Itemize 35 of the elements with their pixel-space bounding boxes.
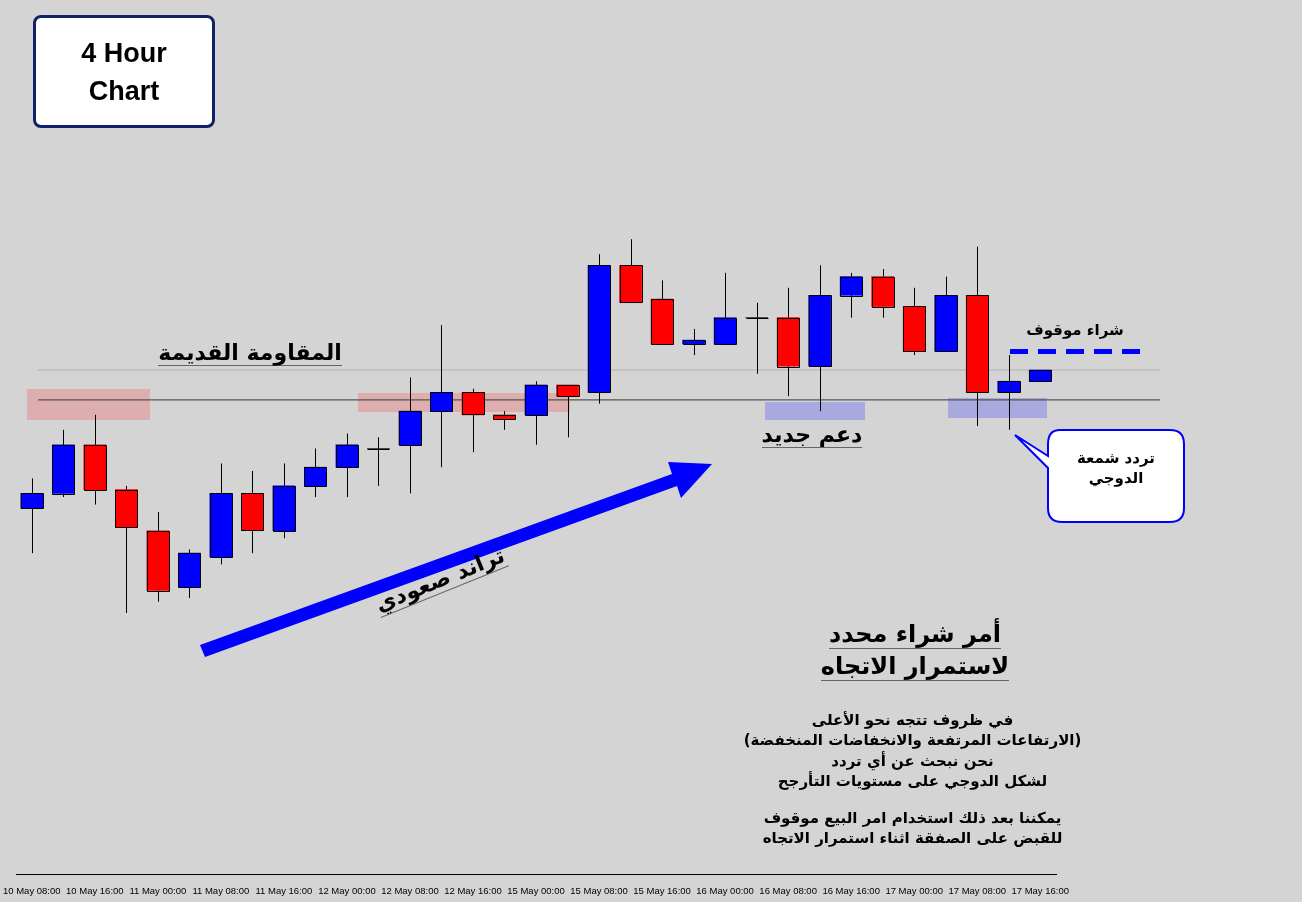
candlestick [745, 302, 769, 375]
x-tick-label: 11 May 00:00 [129, 884, 187, 896]
x-tick-label: 15 May 08:00 [570, 884, 628, 896]
annotation: شراء موقوف [1026, 321, 1124, 339]
candlestick [430, 324, 453, 468]
x-tick-label: 16 May 00:00 [696, 884, 754, 896]
chart-title: 4 Hour Chart [33, 15, 215, 128]
x-tick-label: 17 May 00:00 [885, 884, 943, 896]
text: أمر شراء محدد لاستمرار الاتجاه [820, 620, 1010, 682]
annotation: دعم جديد [761, 422, 863, 448]
candlestick [304, 448, 327, 498]
x-tick-label: 15 May 16:00 [633, 884, 691, 896]
x-tick-label: 17 May 08:00 [948, 884, 1006, 896]
candlestick [839, 272, 863, 319]
x-tick-label: 12 May 16:00 [444, 884, 502, 896]
x-tick-label: 16 May 16:00 [822, 884, 880, 896]
x-tick-label: 11 May 16:00 [255, 884, 313, 896]
candlestick [367, 436, 390, 487]
candlestick [20, 477, 44, 554]
x-tick-label: 12 May 00:00 [318, 884, 376, 896]
text: في ظروف تتجه نحو الأعلى (الارتفاعات المرتفعة والانخفاضات المنخفضة) نحن نبحث عن أي تردد لشكل الدوجي على مستويات التأرجح [743, 711, 1082, 790]
x-tick-label: 17 May 16:00 [1011, 884, 1070, 896]
candlestick [997, 354, 1021, 431]
text: يمكننا بعد ذلك استخدام امر البيع موقوف للقبض على الصفقة اثناء استمرار الاتجاه [762, 809, 1063, 848]
text: تردد شمعة الدوجي [1077, 449, 1155, 488]
x-tick-label: 11 May 08:00 [192, 884, 250, 896]
x-tick-label: 15 May 00:00 [507, 884, 565, 896]
x-tick-label: 16 May 08:00 [759, 884, 817, 896]
candlestick [461, 388, 485, 453]
x-tick-label: 10 May 08:00 [2, 884, 61, 896]
annotation: المقاومة القديمة [158, 340, 342, 366]
x-tick-label: 12 May 08:00 [381, 884, 439, 896]
candlestick [335, 433, 359, 498]
annotation: تراند صعودي [371, 542, 509, 618]
x-tick-label: 10 May 16:00 [66, 884, 124, 896]
